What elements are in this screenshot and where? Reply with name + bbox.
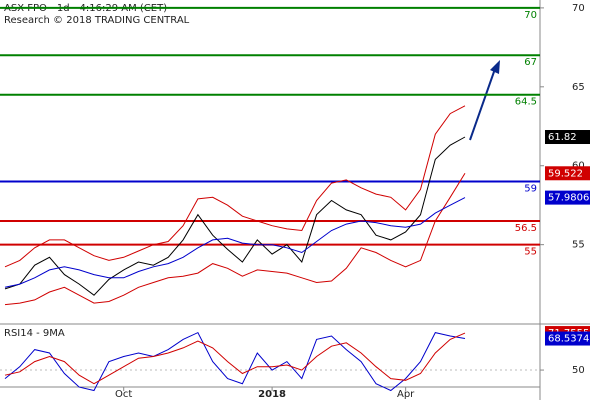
level-label: 56.5 bbox=[515, 223, 537, 234]
x-tick-label: 2018 bbox=[258, 389, 286, 400]
level-label: 64.5 bbox=[515, 97, 537, 108]
last-value-box bbox=[545, 166, 590, 181]
last-value-label: 57.9806 bbox=[548, 193, 589, 204]
arrow bbox=[469, 65, 497, 141]
x-tick-label: Apr bbox=[397, 389, 415, 400]
series-line bbox=[4, 197, 466, 288]
chart-subtitle: Research © 2018 TRADING CENTRAL bbox=[4, 15, 190, 26]
last-value-label: 61.82 bbox=[548, 132, 577, 143]
last-value-box bbox=[545, 190, 590, 205]
series-line bbox=[4, 173, 466, 306]
level-label: 55 bbox=[524, 247, 537, 258]
panel-title: RSI14 - 9MA bbox=[4, 328, 65, 339]
level-label: 67 bbox=[524, 57, 537, 68]
y-tick-label: 60 bbox=[572, 161, 585, 172]
arrow-head bbox=[490, 60, 500, 74]
level-label: 70 bbox=[524, 10, 537, 21]
x-tick-label: Oct bbox=[115, 389, 132, 400]
last-value-box bbox=[545, 331, 590, 346]
y-tick-label: 50 bbox=[572, 365, 585, 376]
y-tick-label: 55 bbox=[572, 240, 585, 251]
series-line bbox=[4, 136, 466, 296]
y-tick-label: 65 bbox=[572, 82, 585, 93]
last-value-label: 68.5374 bbox=[548, 334, 589, 345]
series-line bbox=[4, 331, 466, 392]
last-value-box bbox=[545, 130, 590, 145]
last-value-label: 59.522 bbox=[548, 168, 583, 179]
level-label: 59 bbox=[524, 184, 537, 195]
series-line bbox=[4, 105, 466, 268]
series-line bbox=[4, 332, 466, 385]
y-tick-label: 70 bbox=[572, 3, 585, 14]
